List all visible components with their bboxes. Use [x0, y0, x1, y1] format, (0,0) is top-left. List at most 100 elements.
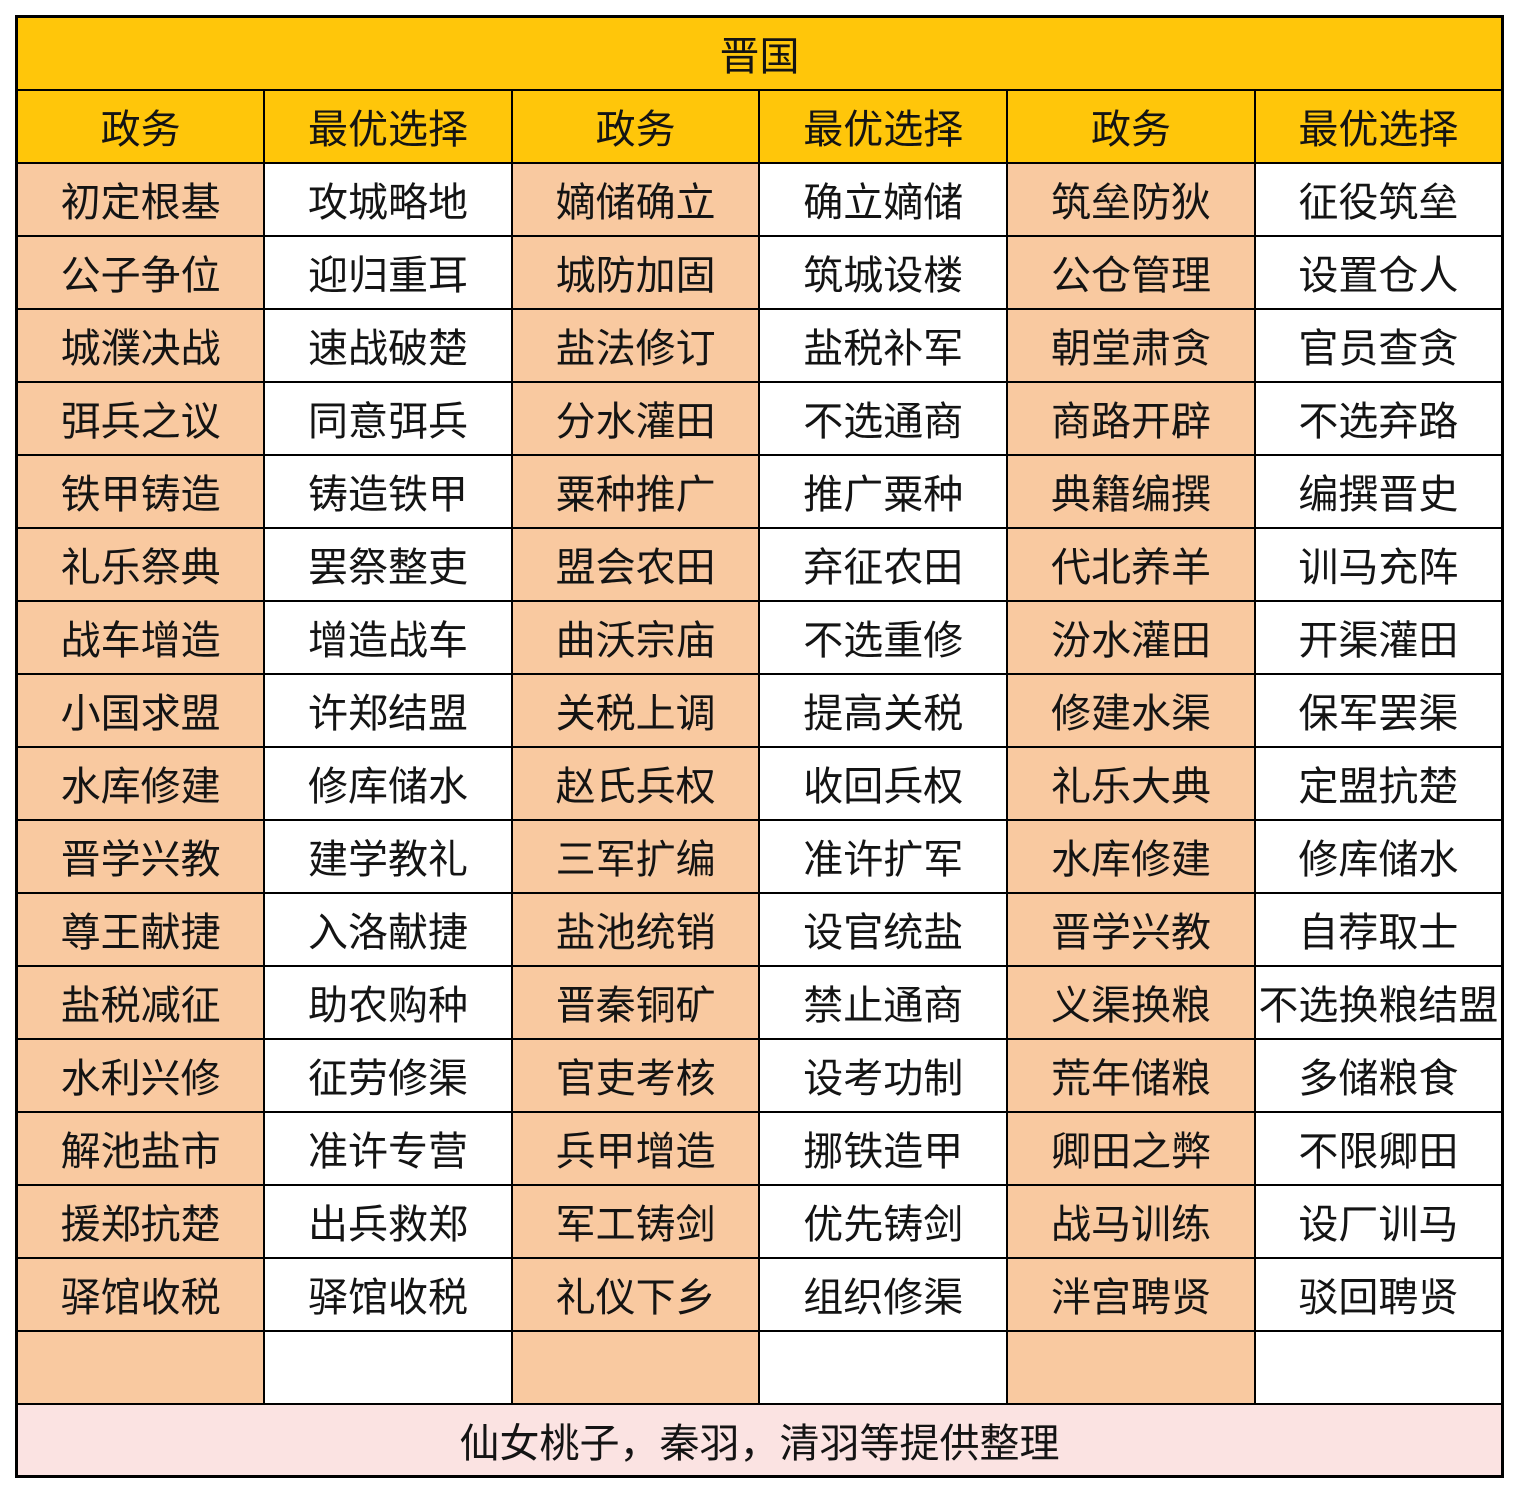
- politics-cell: 解池盐市: [15, 1110, 266, 1186]
- choice-cell: 建学教礼: [263, 818, 513, 894]
- column-header-politics-1: 政务: [15, 88, 266, 164]
- politics-cell: 盐税减征: [15, 964, 266, 1040]
- choice-cell: 弃征农田: [758, 526, 1009, 602]
- politics-cell: 水库修建: [15, 745, 266, 821]
- politics-cell: 汾水灌田: [1006, 599, 1256, 675]
- politics-cell: 水库修建: [1006, 818, 1256, 894]
- choice-cell: 速战破楚: [263, 307, 513, 383]
- table-row: 铁甲铸造 铸造铁甲 粟种推广 推广粟种 典籍编撰 编撰晋史: [15, 453, 1504, 529]
- choice-cell: 征役筑垒: [1253, 161, 1504, 237]
- politics-cell: 盐池统销: [510, 891, 761, 967]
- choice-cell: 定盟抗楚: [1253, 745, 1504, 821]
- table-row: 城濮决战 速战破楚 盐法修订 盐税补军 朝堂肃贪 官员查贪: [15, 307, 1504, 383]
- politics-cell: 礼乐祭典: [15, 526, 266, 602]
- choice-cell: 征劳修渠: [263, 1037, 513, 1113]
- politics-cell: 官吏考核: [510, 1037, 761, 1113]
- table-row: 礼乐祭典 罢祭整吏 盟会农田 弃征农田 代北养羊 训马充阵: [15, 526, 1504, 602]
- politics-cell: 铁甲铸造: [15, 453, 266, 529]
- choice-cell: 推广粟种: [758, 453, 1009, 529]
- politics-cell: [15, 1329, 266, 1405]
- politics-cell: 盐法修订: [510, 307, 761, 383]
- politics-cell: 修建水渠: [1006, 672, 1256, 748]
- choice-cell: 多储粮食: [1253, 1037, 1504, 1113]
- politics-cell: 朝堂肃贪: [1006, 307, 1256, 383]
- credits-footer: 仙女桃子，秦羽，清羽等提供整理: [15, 1402, 1504, 1478]
- politics-cell: 军工铸剑: [510, 1183, 761, 1259]
- choice-cell: 准许专营: [263, 1110, 513, 1186]
- table-title: 晋国: [15, 15, 1504, 91]
- choice-cell: 不限卿田: [1253, 1110, 1504, 1186]
- table-row: [15, 1329, 1504, 1405]
- choice-cell: 保军罢渠: [1253, 672, 1504, 748]
- table-row: 弭兵之议 同意弭兵 分水灌田 不选通商 商路开辟 不选弃路: [15, 380, 1504, 456]
- politics-cell: [510, 1329, 761, 1405]
- choice-cell: 许郑结盟: [263, 672, 513, 748]
- choice-cell: 不选重修: [758, 599, 1009, 675]
- choice-cell: 不选换粮结盟: [1253, 964, 1504, 1040]
- table-row: 驿馆收税 驿馆收税 礼仪下乡 组织修渠 泮宫聘贤 驳回聘贤: [15, 1256, 1504, 1332]
- choice-cell: 罢祭整吏: [263, 526, 513, 602]
- choice-cell: 不选弃路: [1253, 380, 1504, 456]
- choice-cell: 盐税补军: [758, 307, 1009, 383]
- choice-cell: 挪铁造甲: [758, 1110, 1009, 1186]
- column-header-choice-3: 最优选择: [1253, 88, 1504, 164]
- choice-cell: 设厂训马: [1253, 1183, 1504, 1259]
- choice-cell: 提高关税: [758, 672, 1009, 748]
- choice-cell: 禁止通商: [758, 964, 1009, 1040]
- table-body: 初定根基 攻城略地 嫡储确立 确立嫡储 筑垒防狄 征役筑垒 公子争位 迎归重耳 城防加固 筑城设楼…: [15, 161, 1504, 1405]
- table-row: 战车增造 增造战车 曲沃宗庙 不选重修 汾水灌田 开渠灌田: [15, 599, 1504, 675]
- politics-cell: 关税上调: [510, 672, 761, 748]
- choice-cell: 驿馆收税: [263, 1256, 513, 1332]
- choice-cell: 出兵救郑: [263, 1183, 513, 1259]
- choice-cell: 自荐取士: [1253, 891, 1504, 967]
- politics-cell: 礼仪下乡: [510, 1256, 761, 1332]
- choice-cell: 开渠灌田: [1253, 599, 1504, 675]
- table-row: 公子争位 迎归重耳 城防加固 筑城设楼 公仓管理 设置仓人: [15, 234, 1504, 310]
- choice-cell: 设官统盐: [758, 891, 1009, 967]
- table-row: 水库修建 修库储水 赵氏兵权 收回兵权 礼乐大典 定盟抗楚: [15, 745, 1504, 821]
- politics-cell: 战车增造: [15, 599, 266, 675]
- title-row: 晋国: [15, 15, 1504, 91]
- politics-cell: 小国求盟: [15, 672, 266, 748]
- choice-cell: [263, 1329, 513, 1405]
- table-row: 尊王献捷 入洛献捷 盐池统销 设官统盐 晋学兴教 自荐取士: [15, 891, 1504, 967]
- choice-cell: 设考功制: [758, 1037, 1009, 1113]
- politics-cell: 泮宫聘贤: [1006, 1256, 1256, 1332]
- table-row: 晋学兴教 建学教礼 三军扩编 准许扩军 水库修建 修库储水: [15, 818, 1504, 894]
- choice-cell: 收回兵权: [758, 745, 1009, 821]
- table-row: 初定根基 攻城略地 嫡储确立 确立嫡储 筑垒防狄 征役筑垒: [15, 161, 1504, 237]
- politics-cell: 礼乐大典: [1006, 745, 1256, 821]
- politics-cell: 公仓管理: [1006, 234, 1256, 310]
- choice-cell: 确立嫡储: [758, 161, 1009, 237]
- table-foot: 仙女桃子，秦羽，清羽等提供整理: [15, 1402, 1504, 1478]
- table-row: 小国求盟 许郑结盟 关税上调 提高关税 修建水渠 保军罢渠: [15, 672, 1504, 748]
- choice-cell: 铸造铁甲: [263, 453, 513, 529]
- politics-cell: 商路开辟: [1006, 380, 1256, 456]
- politics-cell: 义渠换粮: [1006, 964, 1256, 1040]
- choice-cell: 组织修渠: [758, 1256, 1009, 1332]
- choice-cell: 优先铸剑: [758, 1183, 1009, 1259]
- politics-cell: 初定根基: [15, 161, 266, 237]
- politics-cell: 尊王献捷: [15, 891, 266, 967]
- politics-cell: 三军扩编: [510, 818, 761, 894]
- choice-cell: 驳回聘贤: [1253, 1256, 1504, 1332]
- politics-cell: 曲沃宗庙: [510, 599, 761, 675]
- column-header-politics-2: 政务: [510, 88, 761, 164]
- choice-cell: 准许扩军: [758, 818, 1009, 894]
- table-row: 援郑抗楚 出兵救郑 军工铸剑 优先铸剑 战马训练 设厂训马: [15, 1183, 1504, 1259]
- choice-cell: 修库储水: [263, 745, 513, 821]
- choice-cell: 编撰晋史: [1253, 453, 1504, 529]
- column-header-politics-3: 政务: [1006, 88, 1256, 164]
- politics-cell: 公子争位: [15, 234, 266, 310]
- choice-cell: [758, 1329, 1009, 1405]
- politics-cell: 驿馆收税: [15, 1256, 266, 1332]
- column-header-row: 政务 最优选择 政务 最优选择 政务 最优选择: [15, 88, 1504, 164]
- choice-cell: 训马充阵: [1253, 526, 1504, 602]
- politics-cell: 晋学兴教: [15, 818, 266, 894]
- footer-row: 仙女桃子，秦羽，清羽等提供整理: [15, 1402, 1504, 1478]
- politics-cell: 荒年储粮: [1006, 1037, 1256, 1113]
- politics-cell: 援郑抗楚: [15, 1183, 266, 1259]
- politics-cell: 代北养羊: [1006, 526, 1256, 602]
- column-header-choice-1: 最优选择: [263, 88, 513, 164]
